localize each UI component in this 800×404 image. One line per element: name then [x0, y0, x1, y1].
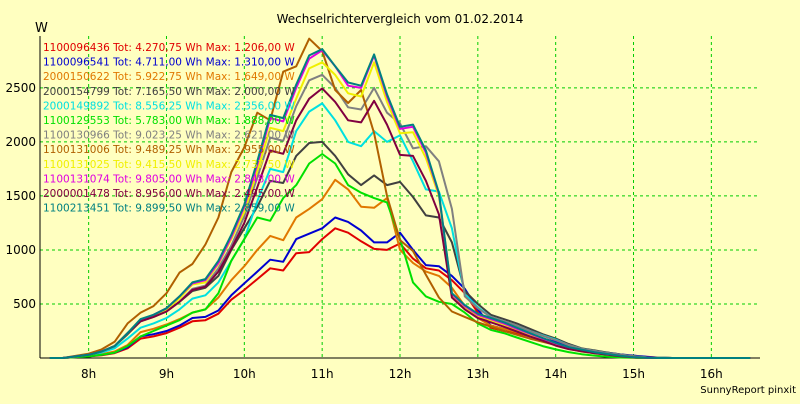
x-tick-label: 12h — [389, 367, 412, 381]
y-tick-label: 2000 — [5, 135, 36, 149]
y-tick-label: 2500 — [5, 81, 36, 95]
grid — [40, 36, 760, 358]
legend-entry-1: 1100096436 Tot: 4.270,75 Wh Max: 1.206,0… — [43, 42, 295, 54]
x-tick-label: 10h — [233, 367, 256, 381]
legend-entry-4: 2000154799 Tot: 7.165,50 Wh Max: 2.000,0… — [43, 86, 295, 98]
legend-entry-8: 1100131006 Tot: 9.489,25 Wh Max: 2.955,0… — [43, 144, 295, 156]
chart-title: Wechselrichtervergleich vom 01.02.2014 — [277, 12, 524, 26]
legend-entry-5: 2000149892 Tot: 8.556,25 Wh Max: 2.356,0… — [43, 100, 295, 112]
legend-entry-2: 1100096541 Tot: 4.711,00 Wh Max: 1.310,0… — [43, 57, 295, 69]
legend-entry-10: 1100131074 Tot: 9.805,00 Wh Max: 2.848,0… — [43, 173, 295, 185]
x-tick-label: 11h — [311, 367, 334, 381]
legend-entry-9: 1100131025 Tot: 9.415,50 Wh Max: 2.737,5… — [43, 159, 295, 171]
series-line-12 — [49, 48, 751, 359]
y-axis-unit-label: W — [35, 21, 48, 36]
x-tick-label: 16h — [700, 367, 723, 381]
x-tick-label: 8h — [81, 367, 96, 381]
x-tick-label: 15h — [622, 367, 645, 381]
legend-entry-6: 1100129553 Tot: 5.783,00 Wh Max: 1.888,0… — [43, 115, 295, 127]
y-tick-label: 1000 — [5, 243, 36, 257]
legend-entry-3: 2000150622 Tot: 5.922,75 Wh Max: 1.649,0… — [43, 71, 295, 83]
y-tick-label: 1500 — [5, 189, 36, 203]
legend-entry-7: 1100130966 Tot: 9.023,25 Wh Max: 2.621,0… — [43, 130, 295, 142]
legend: 1100096436 Tot: 4.270,75 Wh Max: 1.206,0… — [43, 42, 295, 215]
series-lines — [49, 37, 751, 359]
legend-entry-11: 2000001478 Tot: 8.956,00 Wh Max: 2.495,0… — [43, 188, 295, 200]
x-tick-label: 13h — [466, 367, 489, 381]
y-tick-label: 500 — [13, 297, 36, 311]
footer-credit: SunnyReport pinxit — [700, 385, 796, 396]
legend-entry-12: 1100213451 Tot: 9.899,50 Wh Max: 2.859,0… — [43, 203, 295, 215]
x-tick-label: 14h — [544, 367, 567, 381]
x-tick-label: 9h — [159, 367, 174, 381]
